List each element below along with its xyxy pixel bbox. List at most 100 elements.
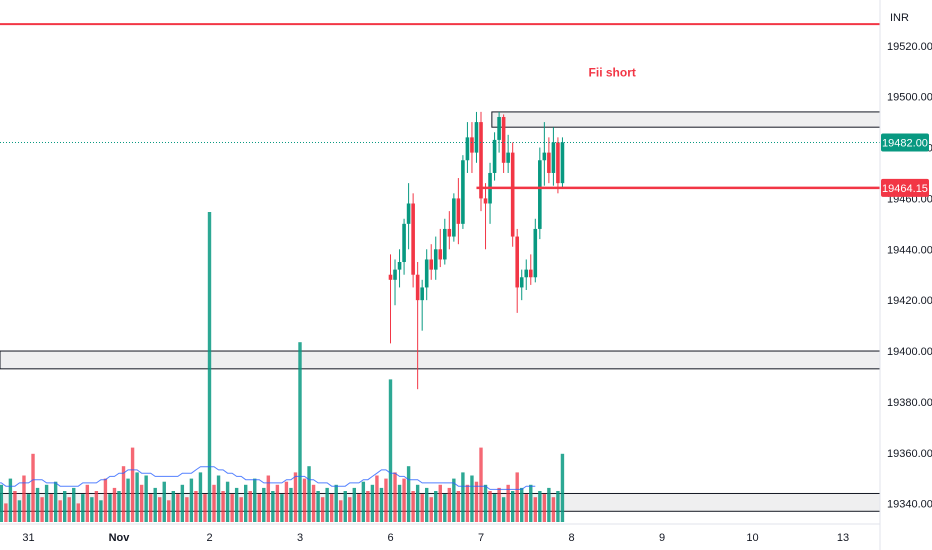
volume-bar [144,475,148,522]
volume-bar [316,491,320,522]
volume-bar [35,487,40,522]
volume-bar [67,497,71,522]
candle-body[interactable] [411,203,415,275]
candle-body[interactable] [433,249,438,270]
volume-bar [465,484,470,522]
volume-bar [307,466,311,522]
candle-body[interactable] [501,117,506,163]
candle-body[interactable] [461,160,465,224]
volume-bar [212,484,216,522]
volume-bar [560,453,565,522]
volume-bar [148,494,153,522]
candle-body[interactable] [524,269,529,278]
volume-bar [130,447,135,522]
volume-bar [357,494,361,522]
candle-body[interactable] [474,122,479,153]
currency-label[interactable]: INR [890,12,909,24]
volume-bar [271,491,275,522]
last-price-badge[interactable] [881,133,929,152]
candle-body[interactable] [497,117,501,140]
candle-body[interactable] [465,137,470,161]
volume-bar [198,472,203,522]
candle-body[interactable] [483,198,488,204]
volume-bar [44,484,49,522]
candle-body[interactable] [452,198,456,237]
volume-bar [456,491,461,522]
volume-bar [402,478,406,522]
volume-bar [348,497,352,522]
candle-body[interactable] [547,152,551,173]
candle-body[interactable] [515,236,519,288]
y-tick-label: 19380.00 [887,397,932,409]
volume-bar [461,472,465,522]
volume-bar [388,379,393,522]
volume-bar [221,491,225,522]
volume-bar [302,478,307,522]
volume-bar [171,491,175,522]
volume-bar [13,491,17,522]
candle-body[interactable] [424,259,429,288]
y-tick-label: 19520.00 [887,41,932,53]
volume-bar [284,481,289,522]
candle-body[interactable] [542,152,547,161]
annotation-text[interactable]: Fii short [589,65,636,79]
candle-body[interactable] [510,152,515,237]
candle-body[interactable] [492,139,497,173]
candle-body[interactable] [420,287,424,301]
volume-bar [343,491,347,522]
level-price-badge[interactable] [881,178,929,197]
candle-body[interactable] [438,249,443,260]
candle-body[interactable] [393,269,397,280]
volume-bar [253,478,257,522]
candle-body[interactable] [388,274,393,280]
candle-body[interactable] [538,160,542,229]
volume-bar [180,484,185,522]
volume-bar [366,491,370,522]
candle-body[interactable] [470,137,474,153]
volume-bar [85,484,90,522]
volume-bar [515,472,519,522]
zone-box-0[interactable] [491,111,881,128]
volume-bar [0,484,4,522]
x-tick-label: 13 [837,532,849,544]
candle-body[interactable] [456,198,461,224]
volume-bar [474,481,479,522]
candle-body[interactable] [506,152,510,163]
candle-body[interactable] [443,228,447,260]
volume-bar [203,494,207,522]
volume-bar [370,484,375,522]
candle-body[interactable] [560,142,565,184]
zone-box-1[interactable] [0,350,881,370]
volume-bar [443,494,447,522]
candle-body[interactable] [533,228,538,278]
time-axis[interactable]: 31 Nov 2 3 6 7 8 9 10 13 [22,532,849,544]
candle-body[interactable] [415,274,420,301]
volume-bar [17,500,22,522]
candle-body[interactable] [556,142,560,184]
volume-bar [207,212,212,522]
volume-bar [4,503,8,522]
candle-body[interactable] [479,122,483,199]
candle-body[interactable] [406,203,411,224]
candle-body[interactable] [402,223,406,262]
lines-layer [0,23,880,190]
candle-body[interactable] [519,277,524,288]
volume-bar [90,497,94,522]
candle-body[interactable] [397,262,402,270]
x-tick-label: 3 [297,532,303,544]
candle-body[interactable] [429,259,434,270]
x-tick-label: Nov [109,532,131,544]
candle-body[interactable] [447,228,452,237]
candle-body[interactable] [551,142,556,173]
candle-body[interactable] [528,269,533,278]
volume-bar [103,478,108,522]
volume-bar [447,487,452,522]
volume-bar [72,487,76,522]
price-axis[interactable]: 19340.00 19360.00 19380.00 19400.00 19420.00… [881,41,932,511]
volume-bar [298,342,302,522]
volume-bar [117,491,121,522]
x-tick-label: 10 [746,532,758,544]
volume-bar [406,466,411,522]
